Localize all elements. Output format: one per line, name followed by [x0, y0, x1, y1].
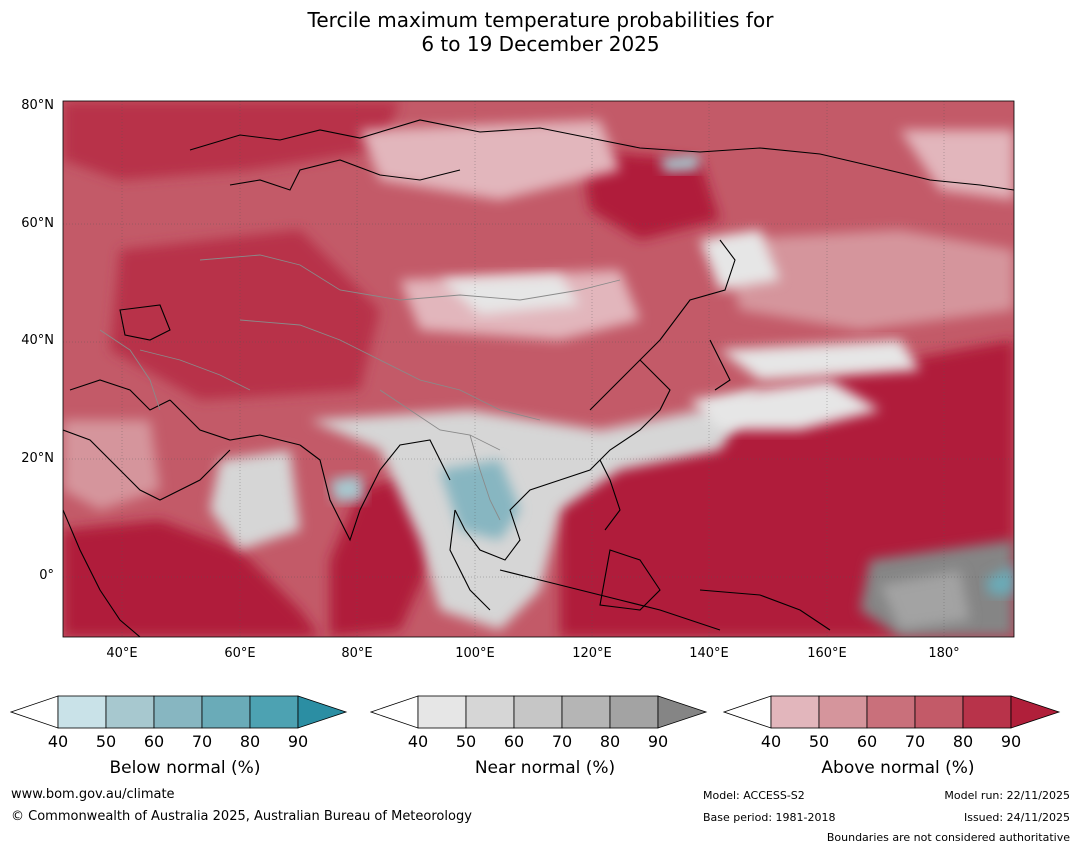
lon-label-120e: 120°E [572, 646, 612, 661]
legend-swatch [609, 695, 659, 729]
legend-tick: 50 [455, 732, 477, 751]
colorbar-above-normal [723, 695, 1061, 729]
legend-swatch [201, 695, 251, 729]
legend-swatch [561, 695, 611, 729]
probability-map [62, 100, 1015, 638]
legend-tick: 90 [287, 732, 309, 751]
legend-swatch [105, 695, 155, 729]
lon-label-180: 180° [928, 646, 960, 661]
legend-tick: 70 [551, 732, 573, 751]
footer-model-run: Model run: 22/11/2025 [944, 789, 1070, 802]
map-frame [62, 100, 1015, 638]
legend-tick: 80 [952, 732, 974, 751]
legend-above-normal: 40 50 60 70 80 90 Above normal (%) [723, 694, 1073, 784]
legend-near-normal: 40 50 60 70 80 90 Near normal (%) [370, 694, 720, 784]
legend-swatch [1010, 695, 1061, 729]
legend-tick: 50 [808, 732, 830, 751]
india-below-50 [330, 475, 365, 502]
legend-tick: 90 [1000, 732, 1022, 751]
legend-tick: 60 [143, 732, 165, 751]
lat-label-60n: 60°N [21, 216, 54, 231]
legend-swatch [657, 695, 708, 729]
title-line-1: Tercile maximum temperature probabilitie… [307, 8, 774, 32]
legend-tick: 40 [760, 732, 782, 751]
lat-label-20n: 20°N [21, 451, 54, 466]
northwest-pacific-near [720, 340, 920, 380]
southeast-asia-near-50 [310, 390, 760, 630]
legend-tick: 60 [503, 732, 525, 751]
footer-website[interactable]: www.bom.gov.au/climate [11, 787, 175, 802]
legend-swatch [417, 695, 467, 729]
okhotsk-near [700, 230, 780, 290]
north-pacific-above-50 [720, 230, 1014, 330]
legend-tick: 80 [599, 732, 621, 751]
legend-tick: 40 [407, 732, 429, 751]
footer-model: Model: ACCESS-S2 [703, 789, 805, 802]
east-china-sea-near [690, 380, 880, 430]
legend-tick: 70 [904, 732, 926, 751]
lat-label-40n: 40°N [21, 333, 54, 348]
footer-issued: Issued: 24/11/2025 [963, 811, 1070, 824]
lon-label-80e: 80°E [341, 646, 373, 661]
lon-label-160e: 160°E [807, 646, 847, 661]
legend-tick: 80 [239, 732, 261, 751]
legend-swatch [153, 695, 203, 729]
lon-label-100e: 100°E [455, 646, 495, 661]
map-field [63, 101, 1014, 637]
legend-title-above: Above normal (%) [821, 758, 975, 778]
legend-swatch [962, 695, 1012, 729]
legend-tick: 50 [95, 732, 117, 751]
legend-swatch [57, 695, 107, 729]
legend-tick: 90 [647, 732, 669, 751]
title-line-2: 6 to 19 December 2025 [421, 32, 660, 56]
legend-title-near: Near normal (%) [474, 758, 616, 778]
pacific-below-70 [985, 565, 1014, 595]
bering-above-40 [900, 130, 1014, 200]
legend-tick: 40 [47, 732, 69, 751]
legend-swatch [465, 695, 515, 729]
legend-tick: 70 [191, 732, 213, 751]
colorbar-below-normal [10, 695, 348, 729]
arabia-above-50 [63, 420, 160, 510]
legend-title-below: Below normal (%) [109, 758, 261, 778]
lat-label-80n: 80°N [21, 98, 54, 113]
arabian-sea-near [210, 450, 300, 550]
siberia-below-50 [660, 154, 700, 172]
legend-swatch [513, 695, 563, 729]
footer-base-period: Base period: 1981-2018 [703, 811, 836, 824]
indian-ocean-above-90 [63, 520, 320, 637]
legend-swatch [249, 695, 299, 729]
lat-label-0: 0° [39, 568, 54, 583]
colorbar-near-normal [370, 695, 708, 729]
south-pacific-near-80 [880, 570, 970, 630]
legend-swatch [914, 695, 964, 729]
legend-swatch [297, 695, 348, 729]
lon-label-140e: 140°E [689, 646, 729, 661]
legend-below-normal: 40 50 60 70 80 90 Below normal (%) [10, 694, 360, 784]
lon-label-60e: 60°E [224, 646, 256, 661]
footer-disclaimer: Boundaries are not considered authoritat… [826, 831, 1070, 844]
arctic-above-80 [63, 101, 400, 180]
siberia-above-40 [360, 120, 620, 200]
legend-tick: 60 [856, 732, 878, 751]
legend-swatch [770, 695, 820, 729]
siberia-above-90 [580, 150, 720, 240]
coastlines [63, 119, 1014, 637]
legend-swatch [818, 695, 868, 729]
chart-title: Tercile maximum temperature probabilitie… [0, 8, 1081, 56]
legend-swatch [866, 695, 916, 729]
graticule [63, 101, 1014, 637]
country-boundaries [99, 254, 621, 521]
lon-label-40e: 40°E [106, 646, 138, 661]
footer-copyright: © Commonwealth of Australia 2025, Austra… [11, 809, 472, 824]
